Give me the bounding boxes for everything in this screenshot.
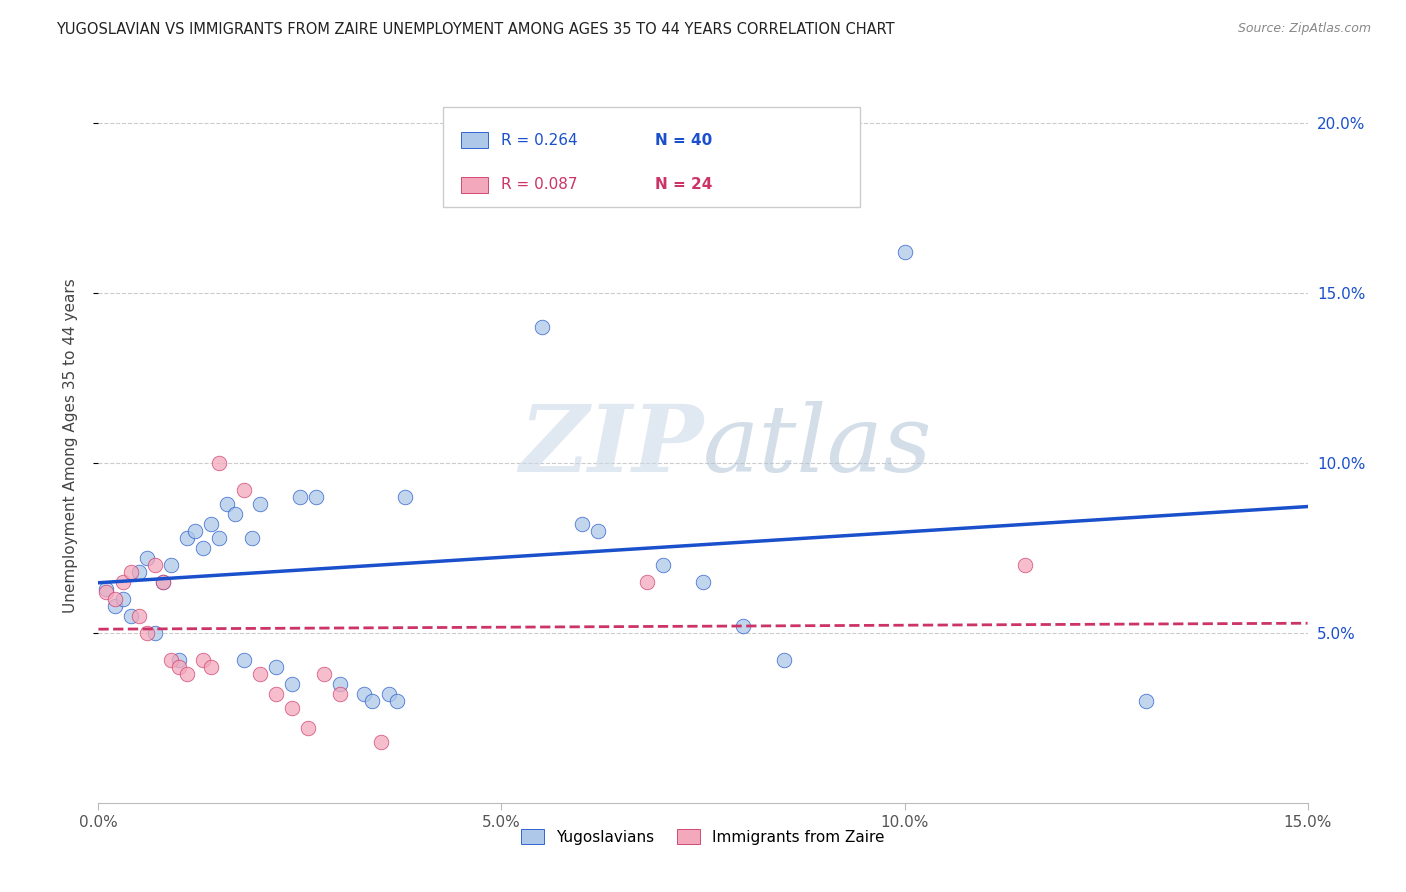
Point — [314, 666, 336, 681]
Y-axis label: Unemployment Among Ages 35 to 44 years: Unemployment Among Ages 35 to 44 years — [63, 278, 77, 614]
Point — [249, 666, 271, 681]
Point — [353, 687, 375, 701]
Point — [240, 531, 263, 545]
Point — [264, 660, 287, 674]
Point — [208, 456, 231, 470]
Point — [232, 483, 254, 498]
Point — [530, 320, 553, 334]
Text: YUGOSLAVIAN VS IMMIGRANTS FROM ZAIRE UNEMPLOYMENT AMONG AGES 35 TO 44 YEARS CORR: YUGOSLAVIAN VS IMMIGRANTS FROM ZAIRE UNE… — [56, 22, 894, 37]
Point — [692, 574, 714, 589]
Point — [491, 191, 513, 205]
Point — [305, 490, 328, 504]
Point — [135, 551, 157, 566]
Point — [167, 653, 190, 667]
Point — [772, 653, 794, 667]
Point — [167, 660, 190, 674]
Point — [586, 524, 609, 538]
Point — [160, 653, 183, 667]
Point — [224, 507, 246, 521]
Point — [111, 591, 134, 606]
Point — [103, 599, 125, 613]
Point — [288, 490, 311, 504]
Point — [281, 700, 304, 714]
Point — [143, 558, 166, 572]
Point — [96, 582, 118, 596]
Point — [217, 497, 239, 511]
Point — [128, 565, 150, 579]
FancyBboxPatch shape — [461, 178, 488, 193]
Text: R = 0.264: R = 0.264 — [501, 133, 578, 147]
Point — [651, 558, 673, 572]
Point — [208, 531, 231, 545]
Point — [361, 694, 384, 708]
Point — [893, 245, 915, 260]
Point — [571, 517, 593, 532]
Point — [111, 574, 134, 589]
Point — [193, 541, 215, 555]
Point — [377, 687, 399, 701]
Point — [176, 666, 198, 681]
Point — [176, 531, 198, 545]
Point — [636, 574, 658, 589]
Point — [385, 694, 408, 708]
Point — [232, 653, 254, 667]
Text: N = 24: N = 24 — [655, 178, 711, 193]
Point — [120, 565, 142, 579]
Point — [370, 734, 392, 748]
Text: Source: ZipAtlas.com: Source: ZipAtlas.com — [1237, 22, 1371, 36]
Point — [135, 626, 157, 640]
Point — [733, 619, 755, 633]
Text: N = 40: N = 40 — [655, 133, 711, 147]
Point — [1135, 694, 1157, 708]
Point — [193, 653, 215, 667]
FancyBboxPatch shape — [461, 132, 488, 148]
Point — [297, 721, 319, 735]
Point — [160, 558, 183, 572]
Point — [128, 608, 150, 623]
FancyBboxPatch shape — [443, 107, 860, 207]
Point — [200, 660, 222, 674]
Text: R = 0.087: R = 0.087 — [501, 178, 578, 193]
Legend: Yugoslavians, Immigrants from Zaire: Yugoslavians, Immigrants from Zaire — [513, 821, 893, 852]
Point — [1014, 558, 1036, 572]
Point — [120, 608, 142, 623]
Point — [103, 591, 125, 606]
Point — [184, 524, 207, 538]
Point — [394, 490, 416, 504]
Point — [249, 497, 271, 511]
Point — [96, 585, 118, 599]
Point — [329, 677, 352, 691]
Point — [200, 517, 222, 532]
Point — [143, 626, 166, 640]
Text: ZIP: ZIP — [519, 401, 703, 491]
Point — [152, 574, 174, 589]
Point — [152, 574, 174, 589]
Text: atlas: atlas — [703, 401, 932, 491]
Point — [281, 677, 304, 691]
Point — [264, 687, 287, 701]
Point — [329, 687, 352, 701]
